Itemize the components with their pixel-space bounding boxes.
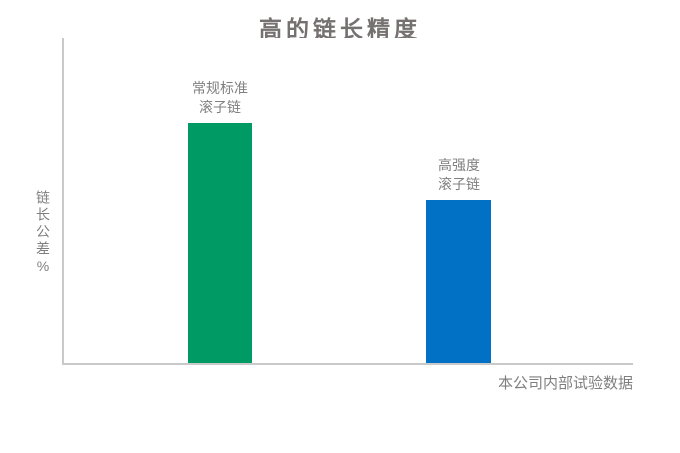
y-axis-label: 链长公差%	[35, 190, 51, 277]
bar-label-high-strength-roller-chain: 高强度 滚子链	[438, 157, 480, 192]
chart-title: 高的链长精度	[259, 16, 421, 42]
bar-label-standard-roller-chain: 常规标准 滚子链	[192, 80, 248, 115]
source-note: 本公司内部试验数据	[497, 375, 633, 392]
plot-area	[62, 38, 633, 365]
bar-high-strength-roller-chain	[426, 200, 491, 363]
bar-standard-roller-chain	[188, 123, 252, 363]
